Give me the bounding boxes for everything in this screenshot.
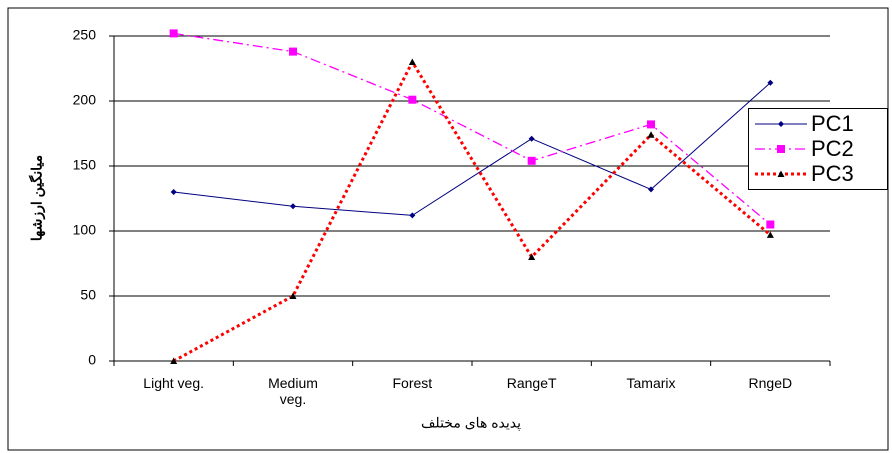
y-tick-label: 200 [73, 92, 97, 108]
legend-item: PC2 [753, 137, 885, 161]
x-tick-label: Forest [392, 375, 433, 391]
series-line [172, 58, 772, 363]
x-tick-label: Light veg. [143, 375, 205, 391]
x-tick-label: RngeD [748, 375, 793, 391]
data-point [408, 58, 416, 65]
data-point [170, 189, 177, 195]
data-point [648, 186, 654, 193]
y-axis-title: میانگین ارزشها [29, 155, 46, 241]
x-tick-label: Medium veg. [268, 375, 318, 407]
data-point [647, 131, 655, 138]
data-point [289, 292, 297, 299]
legend-label: PC2 [811, 136, 854, 161]
data-point [528, 253, 536, 260]
data-point [170, 357, 178, 364]
data-point [169, 29, 178, 38]
data-point [528, 135, 535, 142]
x-tick-label: RangeT [506, 375, 557, 391]
x-tick-label: Tamarix [626, 375, 676, 391]
data-point [290, 203, 296, 210]
data-point [527, 156, 536, 165]
legend-swatch [755, 145, 807, 153]
legend-marker [777, 145, 785, 153]
x-axis-title: پدیده های مختلف [421, 415, 521, 432]
data-point [289, 47, 297, 56]
data-point [767, 79, 774, 86]
data-point [766, 220, 775, 229]
legend-swatch [755, 170, 807, 177]
legend-label: PC1 [811, 111, 854, 136]
data-point [408, 95, 417, 104]
series-line [173, 82, 771, 216]
legend-marker [778, 121, 784, 127]
data-point [766, 231, 774, 238]
legend-marker [777, 170, 785, 177]
legend: PC1 PC2 PC3 [748, 108, 888, 190]
legend-item: PC3 [753, 162, 885, 186]
legend-swatch [755, 121, 807, 127]
y-tick-label: 100 [73, 222, 97, 238]
series-line [173, 32, 771, 225]
y-tick-label: 50 [80, 287, 96, 303]
data-point [409, 212, 416, 219]
y-tick-label: 250 [73, 27, 97, 43]
y-tick-label: 0 [88, 352, 96, 368]
y-tick-label: 150 [73, 157, 97, 173]
legend-item: PC1 [753, 112, 885, 136]
chart-frame [7, 7, 889, 451]
data-point [647, 120, 655, 129]
legend-label: PC3 [811, 161, 854, 186]
